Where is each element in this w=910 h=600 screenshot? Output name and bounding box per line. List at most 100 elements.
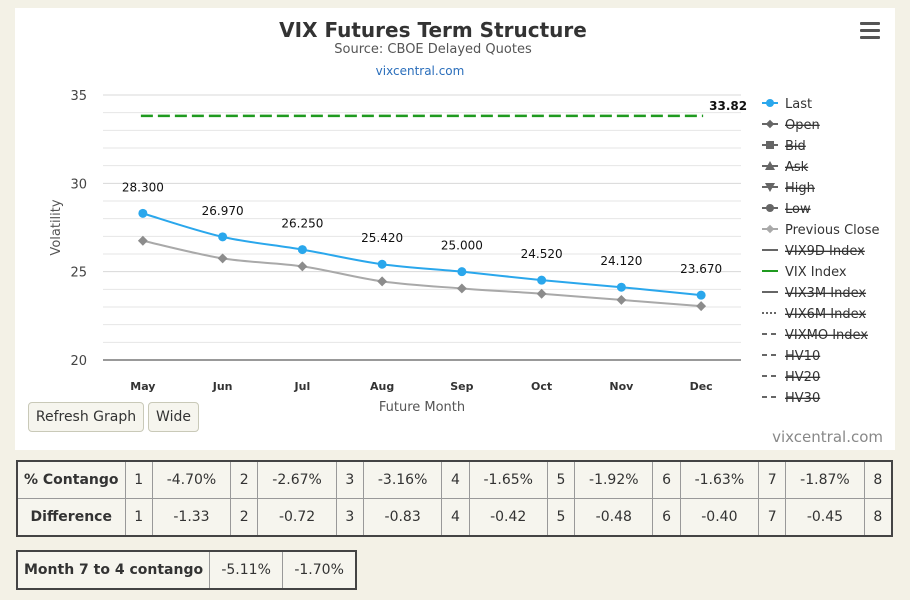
- previous-close-point: [456, 283, 467, 294]
- contango-value: -1.65%: [468, 460, 548, 499]
- term-structure-chart: VIX Futures Term Structure Source: CBOE …: [49, 18, 880, 415]
- legend-label: High: [785, 181, 815, 196]
- legend-item[interactable]: Low: [762, 202, 811, 217]
- x-tick-label: Sep: [450, 380, 473, 393]
- last-point: [138, 208, 148, 218]
- legend-item[interactable]: Previous Close: [762, 223, 880, 238]
- x-tick-label: Dec: [690, 380, 713, 393]
- contango-month-number: 3: [335, 460, 365, 499]
- difference-value: -1.33: [151, 498, 232, 537]
- previous-close-point: [377, 276, 388, 287]
- legend-item[interactable]: VIXMO Index: [762, 328, 868, 343]
- contango-label: % Contango: [16, 460, 126, 499]
- legend-label: Previous Close: [785, 223, 880, 238]
- last-point: [377, 259, 387, 269]
- legend-item[interactable]: VIX6M Index: [762, 307, 866, 322]
- last-data-label: 23.670: [680, 262, 722, 276]
- last-point: [218, 232, 228, 242]
- difference-month-number: 3: [335, 498, 365, 537]
- difference-month-number: 6: [652, 498, 681, 537]
- menu-icon[interactable]: [860, 22, 880, 40]
- month-contango-value-2: -1.70%: [282, 550, 357, 590]
- legend-item[interactable]: Last: [762, 97, 812, 112]
- previous-close-point: [137, 235, 148, 246]
- previous-close-line: [142, 239, 702, 308]
- last-point: [457, 267, 467, 277]
- y-tick-label: 20: [70, 354, 87, 369]
- difference-month-number: 7: [757, 498, 787, 537]
- credit-text: vixcentral.com: [772, 428, 883, 446]
- legend-marker: [765, 119, 775, 129]
- vix-index-data-label: 33.82: [709, 99, 747, 113]
- previous-close-point: [536, 288, 547, 299]
- difference-label: Difference: [16, 498, 126, 537]
- legend-label: HV10: [785, 349, 820, 364]
- last-data-label: 24.520: [521, 247, 563, 261]
- last-data-label: 25.420: [361, 231, 403, 245]
- last-data-label: 24.120: [600, 254, 642, 268]
- last-point: [696, 290, 706, 300]
- month-contango-value-1: -5.11%: [209, 550, 284, 590]
- y-tick-label: 30: [70, 177, 87, 192]
- legend-label: Ask: [785, 160, 809, 175]
- previous-close-point: [217, 253, 228, 264]
- legend-label: Open: [785, 118, 820, 133]
- legend-marker: [766, 99, 774, 107]
- legend-item[interactable]: Bid: [762, 139, 806, 154]
- previous-close-point: [297, 261, 308, 272]
- x-tick-label: May: [130, 380, 155, 393]
- contango-month-number: 2: [230, 460, 259, 499]
- legend-marker: [765, 161, 775, 170]
- month-contango-table: Month 7 to 4 contango -5.11% -1.70%: [16, 550, 358, 590]
- contango-month-number: 7: [757, 460, 787, 499]
- contango-value: -1.92%: [574, 460, 654, 499]
- contango-value: -1.87%: [785, 460, 865, 499]
- last-point: [297, 245, 307, 255]
- y-tick-label: 25: [70, 266, 87, 281]
- contango-value: -4.70%: [151, 460, 232, 499]
- difference-value: -0.72: [257, 498, 337, 537]
- contango-value: -3.16%: [363, 460, 443, 499]
- refresh-graph-button[interactable]: Refresh Graph: [28, 402, 144, 432]
- x-tick-label: Jul: [294, 380, 311, 393]
- x-tick-label: Oct: [531, 380, 552, 393]
- legend-marker: [765, 183, 775, 192]
- legend-label: Last: [785, 97, 812, 112]
- x-tick-label: Jun: [212, 380, 233, 393]
- legend-item[interactable]: VIX9D Index: [762, 244, 865, 259]
- legend-item[interactable]: Open: [762, 118, 820, 133]
- y-tick-label: 35: [70, 89, 87, 104]
- legend-item[interactable]: HV20: [762, 370, 820, 385]
- wide-button[interactable]: Wide: [148, 402, 199, 432]
- difference-value: -0.48: [574, 498, 654, 537]
- legend-item[interactable]: VIX Index: [762, 265, 847, 280]
- difference-month-number: 2: [230, 498, 259, 537]
- last-data-label: 28.300: [122, 180, 164, 194]
- legend-item[interactable]: VIX3M Index: [762, 286, 866, 301]
- month-contango-row: Month 7 to 4 contango -5.11% -1.70%: [16, 550, 357, 590]
- difference-value: -0.83: [363, 498, 443, 537]
- legend-marker: [766, 141, 774, 149]
- legend-label: VIX Index: [785, 265, 847, 280]
- contango-month-number: 5: [546, 460, 576, 499]
- legend-item[interactable]: HV30: [762, 391, 820, 406]
- legend-label: VIX6M Index: [785, 307, 866, 322]
- contango-value: -1.63%: [679, 460, 759, 499]
- legend-item[interactable]: High: [762, 181, 815, 196]
- legend-label: VIX3M Index: [785, 286, 866, 301]
- difference-month-number: 1: [124, 498, 153, 537]
- source-link[interactable]: vixcentral.com: [376, 64, 465, 78]
- difference-value: -0.40: [679, 498, 759, 537]
- contango-table: % Contango 1 -4.70% 2 -2.67% 3 -3.16% 4 -1.65% 5…: [16, 460, 893, 537]
- chart-subtitle: Source: CBOE Delayed Quotes: [334, 42, 532, 57]
- legend-item[interactable]: Ask: [762, 160, 809, 175]
- legend-label: Low: [785, 202, 811, 217]
- contango-month-number: 4: [441, 460, 470, 499]
- y-axis-label: Volatility: [49, 199, 64, 255]
- difference-month-number: 8: [863, 498, 893, 537]
- previous-close-point: [696, 301, 707, 312]
- contango-value: -2.67%: [257, 460, 337, 499]
- legend-item[interactable]: HV10: [762, 349, 820, 364]
- chart-title: VIX Futures Term Structure: [279, 18, 587, 42]
- last-data-label: 25.000: [441, 239, 483, 253]
